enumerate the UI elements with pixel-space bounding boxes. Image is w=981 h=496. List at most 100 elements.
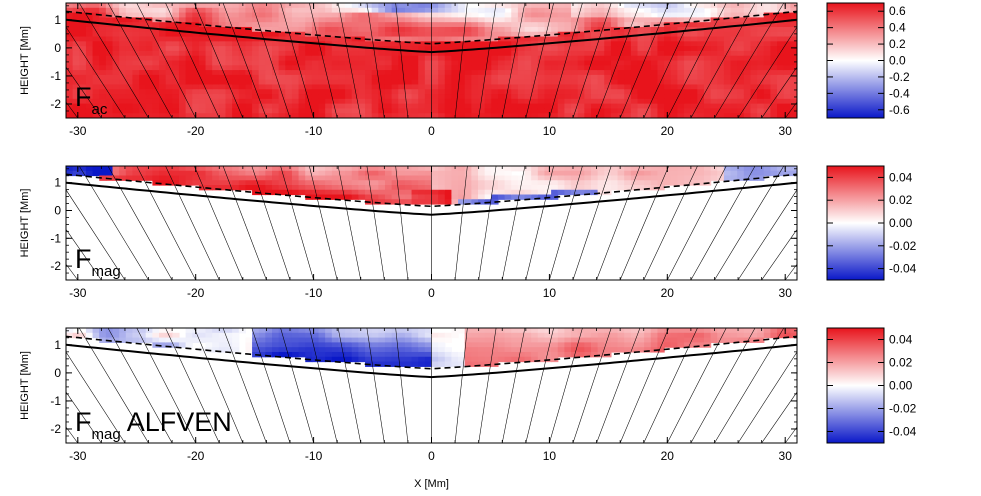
- heatmap-cell: [99, 26, 107, 33]
- heatmap-cell: [790, 89, 797, 95]
- heatmap-cell: [365, 89, 373, 95]
- heatmap-cell: [511, 84, 519, 90]
- heatmap-cell: [218, 50, 227, 57]
- heatmap-cell: [504, 50, 512, 57]
- heatmap-cell: [285, 65, 293, 71]
- heatmap-cell: [225, 31, 233, 38]
- heatmap-cell: [424, 103, 433, 110]
- heatmap-cell: [232, 103, 240, 110]
- heatmap-cell: [305, 60, 313, 66]
- heatmap-cell: [232, 175, 240, 181]
- heatmap-cell: [630, 12, 639, 18]
- heatmap-cell: [418, 3, 426, 9]
- field-line: [478, 166, 497, 280]
- heatmap-cell: [285, 70, 293, 76]
- heatmap-cell: [564, 108, 572, 114]
- heatmap-area: [66, 166, 797, 280]
- heatmap-cell: [431, 55, 439, 62]
- heatmap-cell: [351, 31, 359, 38]
- heatmap-cell: [451, 74, 459, 81]
- heatmap-cell: [258, 84, 266, 90]
- heatmap-cell: [577, 65, 585, 71]
- heatmap-cell: [172, 84, 180, 90]
- heatmap-cell: [451, 189, 459, 196]
- heatmap-cell: [178, 46, 187, 52]
- heatmap-cell: [484, 103, 492, 110]
- heatmap-cell: [777, 166, 785, 172]
- heatmap-cell: [258, 108, 266, 114]
- heatmap-cell: [511, 185, 519, 191]
- heatmap-cell: [345, 46, 353, 52]
- field-line: [222, 328, 267, 443]
- heatmap-cell: [325, 98, 333, 105]
- heatmap-cell: [345, 351, 353, 358]
- heatmap-cell: [650, 103, 659, 110]
- heatmap-cell: [99, 65, 107, 71]
- heatmap-cell: [517, 347, 526, 353]
- heatmap-cell: [617, 185, 625, 191]
- heatmap-cell: [278, 175, 286, 181]
- heatmap-cell: [590, 351, 599, 358]
- heatmap-cell: [497, 60, 506, 66]
- heatmap-cell: [225, 180, 233, 186]
- heatmap-cell: [305, 89, 313, 95]
- heatmap-cell: [644, 46, 652, 52]
- heatmap-cell: [384, 103, 393, 110]
- heatmap-cell: [125, 103, 134, 110]
- heatmap-cell: [245, 185, 253, 191]
- heatmap-cell: [318, 31, 326, 38]
- heatmap-cell: [311, 94, 320, 100]
- heatmap-cell: [305, 3, 313, 9]
- heatmap-cell: [564, 347, 572, 353]
- heatmap-cell: [172, 89, 180, 95]
- heatmap-cell: [511, 175, 519, 181]
- heatmap-cell: [285, 84, 293, 90]
- heatmap-cell: [331, 17, 340, 23]
- heatmap-cell: [298, 84, 306, 90]
- heatmap-cell: [205, 55, 213, 62]
- heatmap-cell: [145, 55, 153, 62]
- heatmap-cell: [291, 22, 300, 28]
- heatmap-cell: [690, 41, 698, 47]
- heatmap-cell: [624, 55, 632, 62]
- heatmap-cell: [438, 166, 446, 172]
- heatmap-cell: [504, 31, 512, 38]
- heatmap-cell: [178, 98, 187, 105]
- heatmap-cell: [79, 166, 87, 172]
- heatmap-cell: [238, 328, 247, 334]
- heatmap-cell: [531, 22, 539, 28]
- heatmap-cell: [471, 70, 479, 76]
- heatmap-cell: [604, 166, 612, 172]
- heatmap-cell: [265, 347, 273, 353]
- heatmap-cell: [544, 60, 552, 66]
- heatmap-cell: [424, 22, 433, 28]
- heatmap-cell: [770, 55, 778, 62]
- heatmap-cell: [484, 113, 492, 118]
- heatmap-cell: [218, 332, 227, 339]
- heatmap-cell: [723, 337, 732, 343]
- heatmap-cell: [497, 328, 506, 334]
- heatmap-cell: [471, 175, 479, 181]
- heatmap-cell: [152, 328, 160, 334]
- heatmap-cell: [198, 70, 207, 76]
- heatmap-cell: [684, 328, 692, 334]
- heatmap-cell: [165, 79, 173, 86]
- heatmap-cell: [252, 60, 260, 66]
- heatmap-cell: [291, 79, 300, 86]
- heatmap-cell: [458, 189, 466, 196]
- heatmap-cell: [524, 103, 532, 110]
- heatmap-cell: [458, 170, 466, 177]
- heatmap-cell: [517, 79, 526, 86]
- heatmap-cell: [384, 17, 393, 23]
- heatmap-cell: [398, 328, 406, 334]
- heatmap-cell: [132, 36, 140, 42]
- heatmap-cell: [597, 60, 605, 66]
- field-line: [478, 3, 497, 118]
- heatmap-cell: [145, 36, 153, 42]
- heatmap-cell: [198, 170, 207, 177]
- heatmap-cell: [564, 351, 572, 358]
- heatmap-cell: [684, 7, 692, 14]
- heatmap-cell: [431, 36, 439, 42]
- heatmap-cell: [478, 60, 486, 66]
- heatmap-cell: [484, 17, 492, 23]
